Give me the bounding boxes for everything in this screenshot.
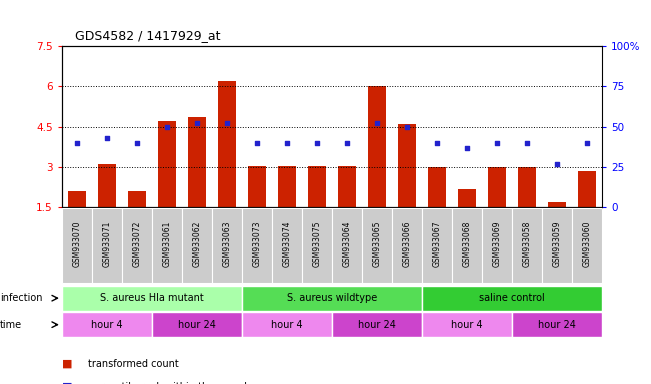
Bar xyxy=(452,208,482,283)
Bar xyxy=(332,208,362,283)
Bar xyxy=(422,312,512,337)
Text: GSM933070: GSM933070 xyxy=(72,221,81,268)
Text: transformed count: transformed count xyxy=(88,359,178,369)
Bar xyxy=(278,166,296,207)
Point xyxy=(72,140,82,146)
Bar xyxy=(482,208,512,283)
Bar xyxy=(248,166,266,207)
Bar xyxy=(332,312,422,337)
Bar xyxy=(152,312,242,337)
Text: GDS4582 / 1417929_at: GDS4582 / 1417929_at xyxy=(75,29,221,42)
Text: hour 4: hour 4 xyxy=(451,319,483,330)
Text: percentile rank within the sample: percentile rank within the sample xyxy=(88,382,253,384)
Bar xyxy=(158,121,176,207)
Point xyxy=(432,140,442,146)
Bar xyxy=(242,208,271,283)
Text: ■: ■ xyxy=(62,359,72,369)
Bar xyxy=(62,312,152,337)
Bar xyxy=(218,81,236,207)
Bar xyxy=(363,208,392,283)
Point xyxy=(552,161,562,167)
Text: GSM933065: GSM933065 xyxy=(372,221,381,268)
Bar xyxy=(98,164,116,207)
Bar xyxy=(308,166,326,207)
Point xyxy=(282,140,292,146)
Text: ■: ■ xyxy=(62,382,72,384)
Point xyxy=(161,124,172,130)
Bar xyxy=(548,202,566,207)
Point xyxy=(402,124,412,130)
Text: GSM933074: GSM933074 xyxy=(283,221,292,268)
Point xyxy=(522,140,533,146)
Bar xyxy=(393,208,422,283)
Bar xyxy=(92,208,122,283)
Text: infection: infection xyxy=(0,293,42,303)
Bar xyxy=(128,191,146,207)
Text: saline control: saline control xyxy=(479,293,545,303)
Text: hour 4: hour 4 xyxy=(271,319,303,330)
Point xyxy=(582,140,592,146)
Bar xyxy=(242,312,332,337)
Bar xyxy=(368,86,386,207)
Text: hour 24: hour 24 xyxy=(358,319,396,330)
Text: GSM933072: GSM933072 xyxy=(132,221,141,267)
Text: GSM933073: GSM933073 xyxy=(253,221,262,268)
Bar xyxy=(512,312,602,337)
Text: GSM933067: GSM933067 xyxy=(432,221,441,268)
Text: GSM933058: GSM933058 xyxy=(523,221,532,267)
Bar xyxy=(518,167,536,207)
Bar xyxy=(62,208,92,283)
Point xyxy=(372,121,382,127)
Bar xyxy=(188,118,206,207)
Bar xyxy=(62,286,242,311)
Point xyxy=(191,121,202,127)
Point xyxy=(492,140,503,146)
Bar xyxy=(212,208,242,283)
Bar xyxy=(578,171,596,207)
Bar xyxy=(182,208,212,283)
Bar xyxy=(512,208,542,283)
Text: GSM933059: GSM933059 xyxy=(553,221,562,268)
Bar xyxy=(458,189,476,207)
Text: hour 24: hour 24 xyxy=(538,319,576,330)
Text: hour 24: hour 24 xyxy=(178,319,216,330)
Point xyxy=(342,140,352,146)
Bar xyxy=(572,208,602,283)
Point xyxy=(252,140,262,146)
Text: GSM933075: GSM933075 xyxy=(312,221,322,268)
Text: GSM933064: GSM933064 xyxy=(342,221,352,268)
Bar xyxy=(398,124,416,207)
Point xyxy=(312,140,322,146)
Point xyxy=(102,135,112,141)
Bar xyxy=(338,166,356,207)
Text: S. aureus wildtype: S. aureus wildtype xyxy=(287,293,377,303)
Text: GSM933061: GSM933061 xyxy=(162,221,171,267)
Text: time: time xyxy=(0,319,22,330)
Point xyxy=(462,145,473,151)
Text: GSM933071: GSM933071 xyxy=(102,221,111,267)
Bar xyxy=(272,208,301,283)
Text: GSM933069: GSM933069 xyxy=(493,221,502,268)
Text: GSM933060: GSM933060 xyxy=(583,221,592,268)
Bar xyxy=(488,167,506,207)
Text: GSM933068: GSM933068 xyxy=(463,221,471,267)
Bar xyxy=(152,208,182,283)
Point xyxy=(132,140,142,146)
Text: GSM933066: GSM933066 xyxy=(402,221,411,268)
Bar xyxy=(242,286,422,311)
Bar xyxy=(422,208,452,283)
Bar xyxy=(542,208,572,283)
Text: hour 4: hour 4 xyxy=(91,319,122,330)
Bar xyxy=(422,286,602,311)
Bar xyxy=(302,208,332,283)
Point xyxy=(222,121,232,127)
Text: GSM933062: GSM933062 xyxy=(193,221,201,267)
Bar xyxy=(428,167,446,207)
Text: GSM933063: GSM933063 xyxy=(223,221,232,268)
Bar xyxy=(68,191,86,207)
Text: S. aureus Hla mutant: S. aureus Hla mutant xyxy=(100,293,204,303)
Bar xyxy=(122,208,152,283)
